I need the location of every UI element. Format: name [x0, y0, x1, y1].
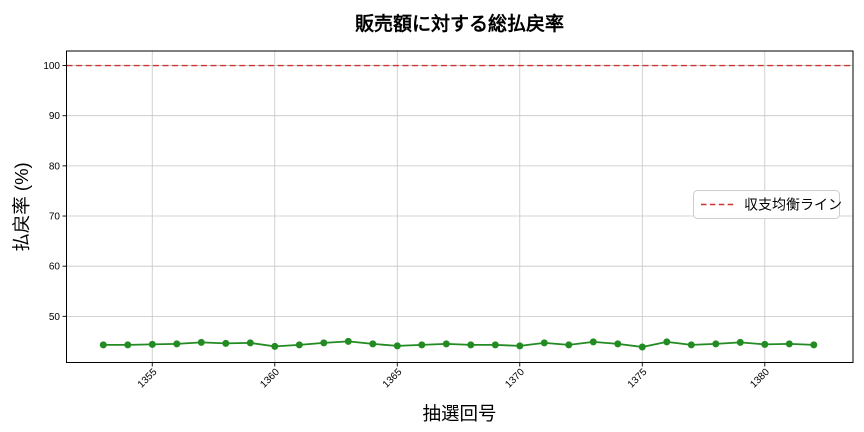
data-point-marker — [516, 342, 524, 350]
y-tick-labels: 50 60 70 80 90 100 — [43, 61, 60, 323]
legend-label: 収支均衡ライン — [744, 197, 842, 213]
data-point-marker — [712, 340, 720, 348]
data-point-marker — [491, 341, 499, 349]
data-point-marker — [393, 342, 401, 350]
y-axis-label: 払戻率 (%) — [11, 162, 32, 251]
data-point-marker — [785, 340, 793, 348]
data-point-marker — [565, 341, 573, 349]
data-point-marker — [663, 338, 671, 346]
data-point-marker — [810, 341, 818, 349]
data-point-marker — [320, 339, 328, 347]
data-point-marker — [540, 339, 548, 347]
data-point-marker — [124, 341, 132, 349]
data-point-marker — [99, 341, 107, 349]
y-tick-label: 50 — [49, 312, 61, 323]
y-tick-label: 90 — [49, 111, 61, 122]
data-point-marker — [736, 338, 744, 346]
data-point-marker — [173, 340, 181, 348]
x-tick-label: 1360 — [258, 367, 282, 391]
data-point-marker — [246, 339, 254, 347]
data-point-marker — [442, 340, 450, 348]
data-point-marker — [467, 341, 475, 349]
data-point-marker — [222, 339, 230, 347]
axis-ticks — [62, 65, 766, 367]
x-tick-label: 1380 — [748, 367, 772, 391]
data-point-marker — [271, 342, 279, 350]
data-point-marker — [614, 340, 622, 348]
y-tick-label: 70 — [49, 212, 61, 223]
x-tick-label: 1355 — [136, 367, 160, 391]
x-tick-label: 1370 — [503, 367, 527, 391]
data-point-marker — [638, 343, 646, 351]
x-axis-label: 抽選回号 — [422, 403, 496, 424]
data-point-marker — [197, 338, 205, 346]
data-point-marker — [344, 337, 352, 345]
data-point-marker — [295, 341, 303, 349]
x-tick-labels: 1355 1360 1365 1370 1375 1380 — [136, 367, 772, 391]
data-point-marker — [687, 341, 695, 349]
data-point-marker — [761, 340, 769, 348]
legend-box — [693, 190, 840, 219]
data-point-marker — [369, 340, 377, 348]
payout-rate-line — [102, 340, 815, 348]
plot-border — [66, 50, 854, 363]
data-point-marker — [418, 341, 426, 349]
y-tick-label: 80 — [49, 161, 61, 172]
y-tick-label: 60 — [49, 262, 61, 273]
chart-title: 販売額に対する総払戻率 — [355, 12, 564, 35]
payout-rate-series — [99, 337, 818, 351]
data-point-marker — [589, 338, 597, 346]
grid-lines — [66, 51, 853, 363]
x-tick-label: 1365 — [381, 367, 405, 391]
data-point-marker — [148, 340, 156, 348]
legend: 収支均衡ライン — [693, 190, 842, 219]
y-tick-label: 100 — [43, 61, 60, 72]
x-tick-label: 1375 — [626, 367, 650, 391]
